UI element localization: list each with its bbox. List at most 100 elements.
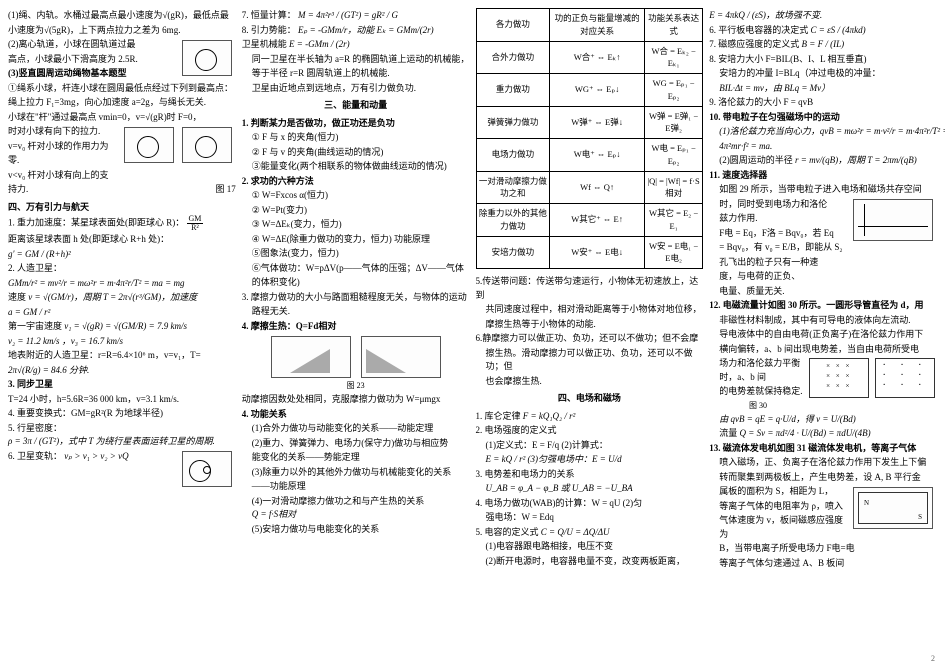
text: 13. 磁流体发电机如图 31 磁流体发电机，等离子气体: [709, 442, 937, 456]
diagram-mhd-generator: N S: [853, 487, 933, 529]
text: (3)除重力以外的其他外力做功与机械能变化的关系: [242, 466, 470, 480]
text: 摩擦生热等于小物体的动能.: [476, 318, 704, 332]
text: 4. 功能关系: [242, 408, 470, 422]
text: 强电场：W = Edq: [476, 511, 704, 525]
text: 9. 洛伦兹力的大小 F = qvB: [709, 96, 937, 110]
diagram-flowmeter-dots: · · ·· · ·· · ·: [875, 358, 935, 398]
text: 6.静摩擦力可以做正功、负功，还可以不做功；但不会摩: [476, 332, 704, 346]
text: 3. 摩擦力做功的大小与路面粗糙程度无关，与物体的运动: [242, 291, 470, 305]
text: 6. 平行板电容器的决定式: [709, 25, 808, 35]
text: 转而聚集到两极板上，产生电势差，设 A, B 平行金: [709, 471, 937, 485]
work-energy-table: 各力做功 功的正负与能量增减的对应关系 功能关系表达式 合外力做功 W合⁺ ⇔ …: [476, 8, 704, 269]
text: 6. 卫星变轨：: [8, 451, 62, 461]
text: 地表附近的人造卫星：r=R=6.4×10⁶ m，v=v₁，T=: [8, 349, 236, 363]
text: 11. 速度选择器: [709, 169, 937, 183]
table-header: 功能关系表达式: [644, 9, 702, 42]
text: (2)断开电源时，电容器电量不变，改变两板距离，: [476, 555, 704, 569]
text: 等离子气体匀速通过 A、B 板间: [709, 557, 937, 571]
formula: E = kQ / r² (3)匀强电场中：E = U/d: [476, 453, 704, 467]
table-row: 合外力做功 W合⁺ ⇔ Eₖ↑ W合 = Eₖ₂ − Eₖ₁: [476, 41, 703, 74]
column-2: 7. 恒量计算： M = 4π²r³ / (GT²) = gR² / G 8. …: [242, 8, 470, 661]
column-1: (1)绳、内轨。水桶过最高点最小速度为√(gR)，最低点最 小速度为√(5gR)…: [8, 8, 236, 661]
text: 2. 求功的六种方法: [242, 175, 470, 189]
text: 时对小球有向下的拉力.: [8, 126, 100, 136]
text: ③能量变化(两个相联系的物体做曲线运动的情况): [242, 160, 470, 174]
text: 小速度为√(5gR)，上下两点拉力之差为 6mg.: [8, 24, 236, 38]
formula: E = 4πkQ / (εS)，故场强不变.: [709, 9, 937, 23]
table-header: 功的正负与能量增减的对应关系: [550, 9, 645, 42]
diagram-rod-ball-2: [124, 127, 174, 163]
section-heading: 三、能量和动量: [242, 99, 470, 113]
text: 3. 同步卫星: [8, 378, 236, 392]
text: 等于半径 r=R 圆周轨道上的机械能.: [242, 67, 470, 81]
text: 的体积变化): [242, 276, 470, 290]
formula: (1)洛伦兹力充当向心力，qvB = mω²r = m·v²/r = m·4π²…: [709, 125, 937, 139]
figure-caption: 图 17: [215, 183, 235, 197]
formula: r = mv/(qB)，周期 T = 2πm/(qB): [795, 155, 917, 165]
formula: ρ = 3π / (GT²)，式中 T 为绕行星表面运转卫星的周期.: [8, 436, 215, 446]
text: 卫星机械能: [242, 39, 287, 49]
formula: 由 qvB = qE = q·U/d，得 v = U/(Bd): [709, 413, 937, 427]
text: v<v₀ 杆对小球有向上的支: [8, 169, 236, 183]
diagram-rod-ball-1: [182, 127, 232, 163]
text: (2)重力、弹簧弹力、电场力(保守力)做功与相应势: [242, 437, 470, 451]
text: 如图 29 所示，当带电粒子进入电场和磁场共存空间: [719, 184, 922, 194]
text: ② W=Pt(变力): [242, 204, 470, 218]
formula: 4π²mr·f² = ma.: [709, 140, 937, 154]
page-number: 2: [931, 653, 935, 665]
text: ⑤图象法(变力，恒力): [242, 247, 470, 261]
text: T=24 小时，h=5.6R=36 000 km，v=3.1 km/s.: [8, 393, 236, 407]
text: ——功能原理: [242, 480, 470, 494]
text: 2. 人造卫星：: [8, 262, 236, 276]
table-row: 重力做功 WG⁺ ⇔ Eₚ↓ WG = Eₚ₁ − Eₚ₂: [476, 74, 703, 107]
text: 4. 重要变换式：GM=gR²(R 为地球半径): [8, 407, 236, 421]
text: 8. 安培力大小 F=BIL(B、I、L 相互垂直): [709, 53, 937, 67]
column-3: 各力做功 功的正负与能量增减的对应关系 功能关系表达式 合外力做功 W合⁺ ⇔ …: [476, 8, 704, 661]
text: 1. 重力加速度：某星球表面处(即距球心 R)：: [8, 218, 184, 228]
text: (5)安培力做功与电能变化的关系: [242, 523, 470, 537]
table-row: 电场力做功 W电⁺ ⇔ Eₚ↓ W电 = Eₚ₁ − Eₚ₂: [476, 139, 703, 172]
text: 孔飞出的粒子只有一种速: [709, 256, 937, 270]
text: 12. 电磁流量计如图 30 所示。一圆形导管直径为 d，用: [709, 299, 937, 313]
text: ③ W=ΔEₖ(变力，恒力): [242, 218, 470, 232]
formula: M = 4π²r³ / (GT²) = gR² / G: [298, 10, 398, 20]
formula: v = √(GM/r)，周期 T = 2π√(r³/GM)，加速度: [28, 292, 197, 302]
table-row: 除重力以外的其他力做功 W其它⁺ ⇔ E↑ W其它 = E₂ − E₁: [476, 204, 703, 237]
text: = Bqv₀，有 v₀ = E/B，即能从 S₂: [709, 241, 937, 255]
text: 流量: [719, 428, 737, 438]
text: 10. 带电粒子在匀强磁场中的运动: [709, 111, 937, 125]
text: ④ W=ΔE(除重力做功的变力，恒力) 功能原理: [242, 233, 470, 247]
text: (1)绳、内轨。水桶过最高点最小速度为√(gR)，最低点最: [8, 9, 236, 23]
text: 动摩擦因数处处相同，克服摩擦力做功为 W=μmgx: [242, 393, 470, 407]
text: 横向偏转，a、b 间出现电势差，当自由电荷所受电: [719, 344, 919, 354]
formula: U_AB = φ_A − φ_B 或 U_AB = −U_BA: [476, 482, 704, 496]
section-heading: 四、电场和磁场: [476, 392, 704, 406]
section-heading: 四、万有引力与航天: [8, 201, 236, 215]
formula: B = F / (IL): [802, 39, 845, 49]
table-header: 各力做功: [476, 9, 550, 42]
text: 1. 库仑定律: [476, 411, 521, 421]
text: 擦生热。滑动摩擦力可以做正功、负功，还可以不做功；但: [476, 347, 704, 374]
text: 7. 磁感应强度的定义式: [709, 39, 799, 49]
text: (1)定义式：E = F/q (2)计算式：: [476, 439, 704, 453]
text: 绳上拉力 F₁=3mg，向心加速度 a=2g，与绳长无关.: [8, 96, 236, 110]
text: 路程无关.: [242, 305, 470, 319]
formula: GMR²: [187, 215, 204, 232]
text: 共同速度过程中，相对滑动距离等于小物体对地位移，: [476, 303, 704, 317]
formula: a = GM / r²: [8, 306, 236, 320]
formula: vₚ > v₁ > v₂ > vQ: [64, 451, 128, 461]
text: 电量、质量无关.: [709, 285, 937, 299]
formula: GMm/r² = mv²/r = mω²r = m·4π²r/T² = ma =…: [8, 277, 236, 291]
text: 5. 电容的定义式: [476, 527, 539, 537]
text: 能变化的关系——势能定理: [242, 451, 470, 465]
text: 8. 引力势能：: [242, 25, 296, 35]
text: 距离该星球表面 h 处(即距球心 R+h 处)：: [8, 233, 236, 247]
table-row: 弹簧弹力做功 W弹⁺ ⇔ E弹↓ W弹 = E弹₁ − E弹₂: [476, 106, 703, 139]
text: (2)离心轨道，小球在圆轨道过最: [8, 39, 136, 49]
text: 5.传送带问题：传送带匀速运行，小物体无初速放上，达到: [476, 275, 704, 302]
formula: Eₚ = -GMm/r，动能 Eₖ = GMm/(2r): [298, 25, 434, 35]
text: 非磁性材料制成，其中有可导电的液体向左流动.: [709, 314, 937, 328]
text: ② F 与 v 的夹角(曲线运动的情况): [242, 146, 470, 160]
formula: E = -GMm / (2r): [289, 39, 350, 49]
formula: v₁ = √(gR) = √(GM/R) = 7.9 km/s: [64, 321, 187, 331]
